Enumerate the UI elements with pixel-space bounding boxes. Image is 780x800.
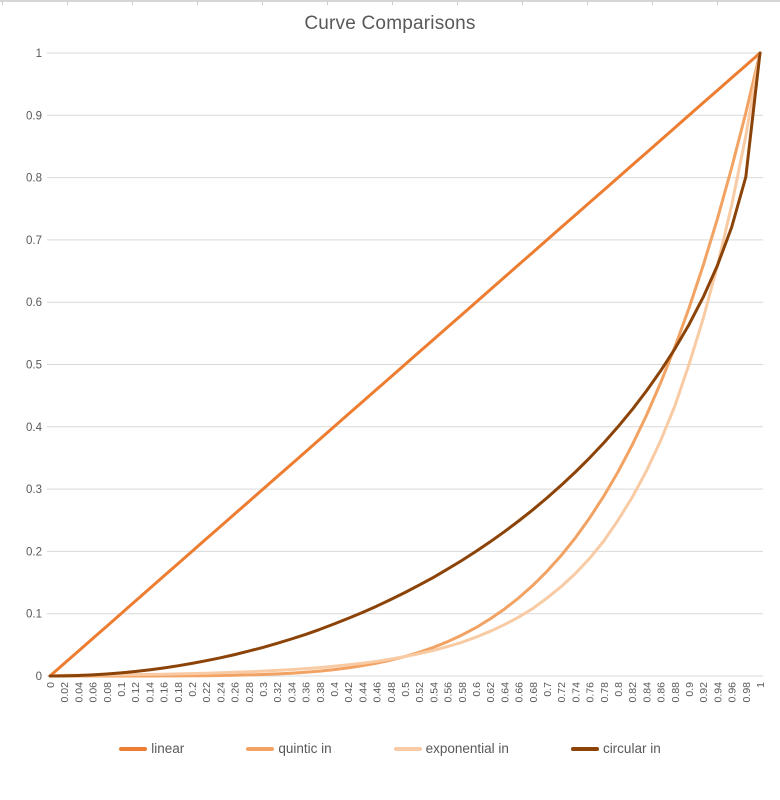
x-tick-label-0.58: 0.58 (457, 682, 469, 703)
x-tick-label-0.86: 0.86 (656, 682, 668, 703)
x-tick-label-0.16: 0.16 (159, 682, 171, 703)
legend-item-exponential-in[interactable]: exponential in (393, 741, 509, 756)
x-tick-label-0.18: 0.18 (173, 682, 185, 703)
x-tick-label-0.98: 0.98 (741, 682, 753, 703)
x-tick-label-0.7: 0.7 (542, 682, 554, 697)
x-tick-label-0.02: 0.02 (59, 682, 71, 703)
y-tick-label-0: 0 (36, 671, 42, 683)
x-tick-label-0.14: 0.14 (144, 682, 156, 703)
plot-area: 00.10.20.30.40.50.60.70.80.910 0.02 0.04 0.… (26, 48, 767, 703)
legend-label-quintic-in: quintic in (278, 741, 332, 756)
y-tick-label-0.2: 0.2 (26, 546, 42, 558)
x-tick-label-0.52: 0.52 (414, 682, 426, 703)
x-tick-label-0.5: 0.5 (400, 682, 412, 697)
y-tick-label-0.7: 0.7 (26, 235, 42, 247)
x-tick-label-0.74: 0.74 (570, 682, 582, 703)
series-line-linear[interactable] (48, 51, 762, 678)
x-tick-label-0.9: 0.9 (684, 682, 696, 697)
x-tick-label-0.12: 0.12 (130, 682, 142, 703)
x-tick-label-0.26: 0.26 (230, 682, 242, 703)
y-tick-label-0.4: 0.4 (26, 422, 43, 434)
x-tick-label-0.28: 0.28 (244, 682, 256, 703)
legend: linear quintic in exponential in circular i… (0, 741, 780, 756)
y-tick-label-1: 1 (36, 48, 42, 60)
x-tick-label-0.8: 0.8 (613, 682, 625, 697)
x-tick-label-0.3: 0.3 (258, 682, 270, 697)
x-tick-label-0.06: 0.06 (88, 682, 100, 703)
x-tick-label-0.2: 0.2 (187, 682, 199, 697)
x-tick-label-0.4: 0.4 (329, 682, 341, 697)
x-tick-label-0.64: 0.64 (499, 682, 511, 703)
x-tick-label-1: 1 (755, 682, 767, 688)
x-tick-label-0.24: 0.24 (215, 682, 227, 703)
x-tick-label-0.62: 0.62 (485, 682, 497, 703)
x-tick-label-0.22: 0.22 (201, 682, 213, 703)
x-tick-label-0.82: 0.82 (627, 682, 639, 703)
x-tick-label-0: 0 (45, 682, 57, 688)
chart-title[interactable]: Curve Comparisons (304, 13, 476, 34)
series-line-circular-in[interactable] (48, 51, 762, 678)
y-tick-label-0.1: 0.1 (26, 609, 42, 621)
y-tick-label-0.8: 0.8 (26, 173, 42, 185)
spreadsheet-edge-ruler (0, 0, 780, 6)
x-tick-label-0.44: 0.44 (357, 682, 369, 703)
x-tick-label-0.96: 0.96 (727, 682, 739, 703)
x-tick-label-0.34: 0.34 (286, 682, 298, 703)
legend-swatch-linear (119, 746, 148, 751)
x-tick-label-0.46: 0.46 (372, 682, 384, 703)
legend-label-circular-in: circular in (602, 741, 661, 756)
legend-item-quintic-in[interactable]: quintic in (246, 741, 332, 756)
legend-swatch-exponential-in (393, 746, 422, 751)
x-tick-label-0.48: 0.48 (386, 682, 398, 703)
x-tick-label-0.88: 0.88 (670, 682, 682, 703)
x-tick-label-0.36: 0.36 (301, 682, 313, 703)
x-tick-label-0.04: 0.04 (73, 682, 85, 703)
series-line-exponential-in[interactable] (48, 51, 762, 678)
x-tick-label-0.76: 0.76 (585, 682, 597, 703)
y-tick-label-0.6: 0.6 (26, 297, 42, 309)
x-tick-label-0.78: 0.78 (599, 682, 611, 703)
y-tick-label-0.5: 0.5 (26, 360, 42, 372)
x-tick-label-0.84: 0.84 (641, 682, 653, 703)
legend-item-circular-in[interactable]: circular in (570, 741, 661, 756)
legend-item-linear[interactable]: linear (119, 741, 184, 756)
x-tick-label-0.66: 0.66 (514, 682, 526, 703)
x-tick-label-0.6: 0.6 (471, 682, 483, 697)
x-tick-label-0.56: 0.56 (443, 682, 455, 703)
legend-swatch-quintic-in (246, 746, 275, 751)
x-tick-label-0.54: 0.54 (428, 682, 440, 703)
legend-label-linear: linear (151, 741, 185, 756)
x-tick-label-0.68: 0.68 (528, 682, 540, 703)
x-tick-label-0.1: 0.1 (116, 682, 128, 697)
y-tick-label-0.9: 0.9 (26, 110, 42, 122)
x-tick-label-0.92: 0.92 (698, 682, 710, 703)
x-tick-label-0.72: 0.72 (556, 682, 568, 703)
y-tick-label-0.3: 0.3 (26, 484, 42, 496)
legend-label-exponential-in: exponential in (425, 741, 509, 756)
legend-swatch-circular-in (570, 746, 599, 751)
x-tick-label-0.42: 0.42 (343, 682, 355, 703)
x-tick-label-0.94: 0.94 (712, 682, 724, 703)
x-tick-label-0.32: 0.32 (272, 682, 284, 703)
x-tick-label-0.38: 0.38 (315, 682, 327, 703)
x-tick-label-0.08: 0.08 (102, 682, 114, 703)
